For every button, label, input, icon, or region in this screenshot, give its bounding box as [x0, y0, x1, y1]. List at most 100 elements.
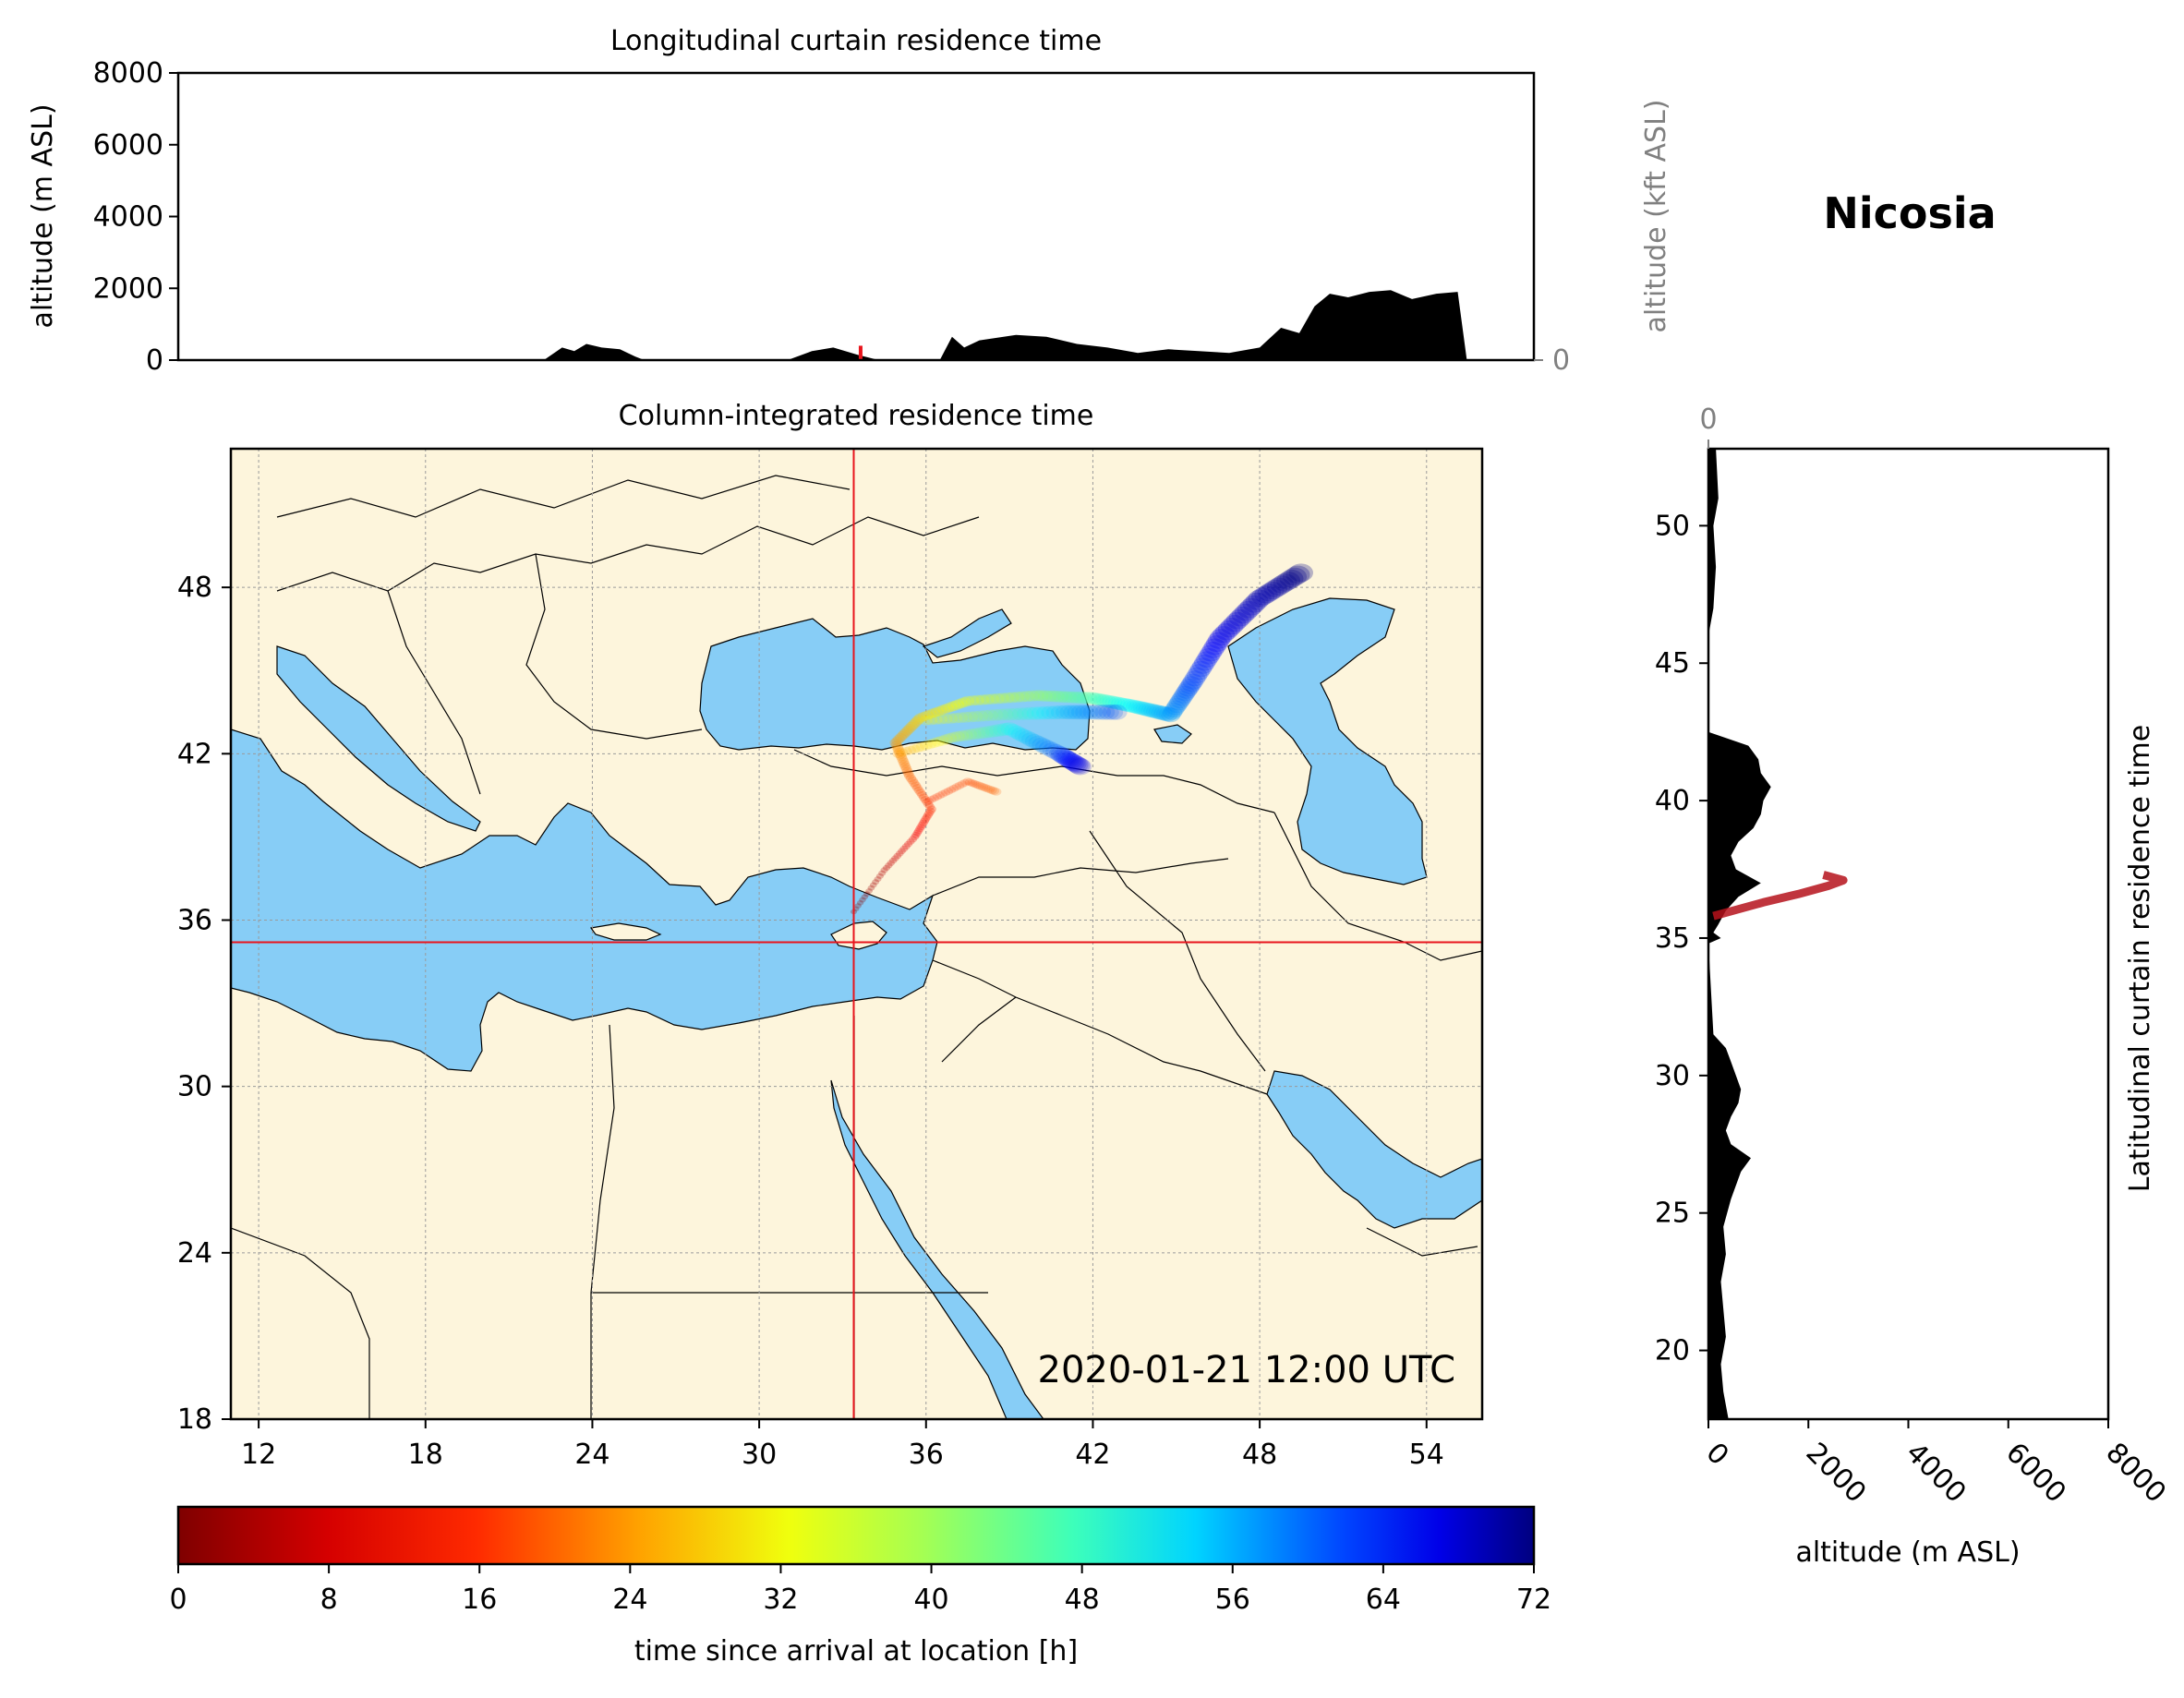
plume-point: [946, 786, 957, 794]
plume-point: [895, 732, 907, 742]
plume-point: [923, 812, 934, 819]
plume-point: [1059, 704, 1079, 720]
plume-point: [957, 780, 968, 789]
plume-point: [975, 782, 986, 790]
plume-point: [1031, 706, 1049, 720]
plume-point: [1184, 670, 1206, 687]
plume-point: [987, 709, 1004, 721]
plume-point: [1135, 702, 1154, 717]
colorbar-tick-label: 24: [612, 1584, 647, 1616]
plume-point: [1194, 654, 1216, 671]
plume-point: [915, 789, 926, 797]
plume-point: [1094, 704, 1116, 720]
plume-point: [1175, 685, 1196, 702]
plume-point: [918, 819, 928, 827]
plume-point: [869, 882, 877, 888]
plume-point: [919, 741, 933, 751]
plume-point: [926, 805, 936, 813]
latitudinal-xtick-top-label: 0: [1699, 403, 1717, 436]
plume-point: [894, 750, 907, 759]
plume-point: [878, 870, 887, 876]
plume-point: [911, 781, 922, 789]
plume-point: [981, 725, 998, 739]
plume-point: [962, 777, 973, 786]
plume-point: [1009, 692, 1025, 703]
colorbar-tick-label: 64: [1366, 1584, 1401, 1616]
longitudinal-right-axis: 050100: [1534, 344, 1570, 377]
plume-point: [1170, 692, 1190, 708]
plume-point: [923, 709, 937, 719]
plume-point: [865, 888, 873, 894]
plume-point: [1248, 589, 1272, 608]
plume-point: [905, 721, 918, 731]
plume-point: [1133, 701, 1152, 716]
plume-point: [985, 693, 1000, 704]
plume-point: [1056, 704, 1075, 719]
plume-point: [872, 879, 880, 885]
plume-point: [854, 903, 862, 909]
plume-point: [923, 801, 934, 809]
plume-point: [960, 695, 975, 706]
map-title: Column-integrated residence time: [619, 400, 1094, 432]
plume-point: [1024, 690, 1040, 702]
plume-point: [1122, 699, 1141, 713]
plume-point: [971, 780, 982, 789]
plume-point: [1257, 584, 1282, 602]
plume-point: [1270, 575, 1295, 594]
latitudinal-ytick-label: 45: [1655, 647, 1690, 680]
map-borders: [231, 475, 1482, 1419]
plume-point: [948, 713, 963, 724]
plume-point: [912, 829, 922, 837]
latitudinal-xtick-label: 8000: [2099, 1437, 2172, 1510]
plume-point: [1077, 692, 1093, 704]
plume-point: [938, 714, 953, 725]
plume-point: [891, 742, 903, 753]
colorbar-tick-label: 16: [462, 1584, 497, 1616]
map-grid: [231, 449, 1482, 1419]
plume-point: [940, 703, 955, 714]
plume-point: [1007, 707, 1024, 721]
plume-point: [896, 753, 908, 762]
plume-point: [977, 726, 995, 739]
plume-point: [1180, 676, 1202, 692]
plume-point: [1164, 703, 1184, 718]
plume-point: [1158, 706, 1178, 722]
plume-point: [940, 789, 951, 797]
plume-point: [896, 748, 909, 757]
plume-point: [899, 746, 912, 756]
plume-point: [1067, 704, 1087, 720]
plume-point: [1162, 704, 1183, 720]
plume-point: [899, 762, 911, 771]
longitudinal-ytick-label: 6000: [93, 129, 163, 162]
plume-point: [1065, 691, 1081, 704]
map-ytick-label: 48: [177, 572, 212, 604]
plume-point: [1066, 756, 1089, 774]
colorbar-tick-label: 8: [320, 1584, 338, 1616]
plume-point: [1153, 705, 1173, 721]
plume-point: [962, 729, 978, 741]
longitudinal-ylabel: altitude (m ASL): [27, 103, 59, 328]
plume-point: [944, 713, 959, 724]
plume-point: [937, 704, 951, 715]
plume-point: [1061, 691, 1078, 704]
plume-point: [1056, 750, 1079, 767]
plume-point: [923, 797, 934, 805]
plume-point: [917, 711, 931, 722]
plume-point: [1052, 747, 1074, 765]
plume-point: [977, 783, 989, 791]
map-panel: Column-integrated residence time: [177, 400, 1484, 1471]
plume-point: [925, 807, 935, 815]
plume-point: [937, 789, 948, 798]
plume-point: [917, 790, 927, 800]
plume-point: [1000, 692, 1015, 704]
crete: [589, 922, 662, 941]
plume-point: [892, 745, 905, 754]
plume-point: [1145, 704, 1165, 719]
plume-point: [932, 793, 943, 801]
longitudinal-title: Longitudinal curtain residence time: [610, 25, 1102, 57]
colorbar-tick-label: 40: [913, 1584, 948, 1616]
plume-point: [1021, 732, 1041, 747]
plume-point: [1214, 623, 1238, 641]
plume-point: [904, 840, 913, 848]
